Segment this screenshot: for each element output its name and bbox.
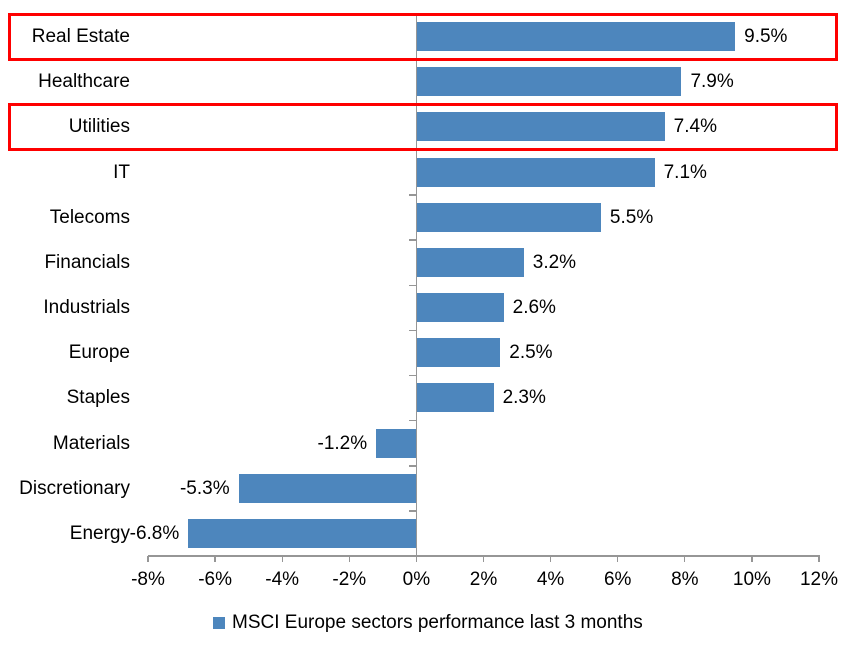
x-axis-tick — [214, 556, 216, 562]
category-axis-tick — [409, 329, 417, 332]
x-axis-tick — [348, 556, 350, 562]
value-label-it: 7.1% — [663, 161, 707, 183]
category-axis-tick — [409, 374, 417, 377]
x-axis-tick — [684, 556, 686, 562]
x-axis-tick-label: 4% — [536, 569, 565, 590]
category-label-telecoms: Telecoms — [49, 206, 130, 228]
category-label-financials: Financials — [44, 251, 130, 273]
category-label-healthcare: Healthcare — [38, 71, 130, 93]
bar-telecoms — [416, 202, 601, 232]
category-label-discretionary: Discretionary — [19, 477, 130, 499]
x-axis-tick-label: 10% — [732, 569, 771, 590]
value-label-real-estate: 9.5% — [744, 26, 788, 48]
value-label-materials: -1.2% — [317, 432, 368, 454]
bar-financials — [416, 247, 524, 277]
value-label-staples: 2.3% — [502, 387, 546, 409]
legend-swatch-icon — [213, 617, 225, 629]
value-label-healthcare: 7.9% — [690, 71, 734, 93]
x-axis-tick-label: 12% — [799, 569, 839, 590]
value-label-energy: -6.8% — [129, 522, 180, 544]
x-axis-tick-label: -4% — [265, 569, 300, 590]
x-axis-tick-label: 2% — [469, 569, 498, 590]
legend-label: MSCI Europe sectors performance last 3 m… — [232, 612, 643, 633]
x-axis-tick — [818, 556, 820, 562]
x-axis-tick-label: 6% — [603, 569, 632, 590]
x-axis-tick-label: -6% — [198, 569, 232, 590]
bar-utilities — [416, 112, 665, 142]
x-axis-tick — [281, 556, 283, 562]
x-axis-tick — [147, 556, 149, 562]
category-axis-tick — [409, 420, 417, 422]
category-label-industrials: Industrials — [43, 297, 130, 319]
bar-discretionary — [238, 473, 417, 503]
value-label-utilities: 7.4% — [673, 116, 717, 138]
category-label-staples: Staples — [66, 387, 130, 409]
category-label-utilities: Utilities — [68, 116, 130, 138]
bar-staples — [416, 383, 494, 413]
value-label-europe: 2.5% — [509, 342, 553, 364]
value-label-financials: 3.2% — [532, 251, 577, 273]
value-label-discretionary: -5.3% — [179, 477, 230, 499]
category-label-energy: Energy — [69, 522, 130, 544]
x-axis-tick-label: -8% — [131, 569, 165, 590]
bar-europe — [416, 338, 501, 368]
category-axis-line — [415, 14, 418, 562]
highlight-box-real-estate — [8, 13, 838, 62]
bar-materials — [376, 428, 417, 458]
bar-industrials — [416, 293, 504, 323]
x-axis-tick — [549, 556, 552, 562]
legend: MSCI Europe sectors performance last 3 m… — [213, 612, 643, 634]
x-axis-line — [148, 555, 820, 557]
x-axis-tick-label: 8% — [671, 569, 699, 590]
category-label-it: IT — [113, 161, 130, 183]
x-axis-tick — [617, 556, 619, 562]
x-axis-tick — [751, 556, 753, 562]
category-axis-tick — [409, 465, 417, 467]
bar-energy — [188, 518, 417, 548]
bar-it — [416, 157, 655, 187]
value-label-industrials: 2.6% — [512, 297, 556, 319]
x-axis-tick-label: 0% — [402, 569, 431, 590]
bar-healthcare — [416, 67, 682, 97]
category-label-europe: Europe — [68, 342, 130, 364]
category-axis-tick — [409, 194, 417, 196]
category-axis-tick — [409, 239, 417, 241]
bar-real-estate — [416, 22, 736, 52]
x-axis-tick-label: -2% — [332, 569, 367, 590]
category-label-materials: Materials — [52, 432, 130, 454]
value-label-telecoms: 5.5% — [609, 206, 654, 228]
category-axis-tick — [409, 510, 417, 512]
category-label-real-estate: Real Estate — [31, 26, 130, 48]
x-axis-tick — [482, 556, 485, 562]
category-axis-tick — [409, 284, 417, 286]
highlight-box-utilities — [8, 103, 838, 152]
